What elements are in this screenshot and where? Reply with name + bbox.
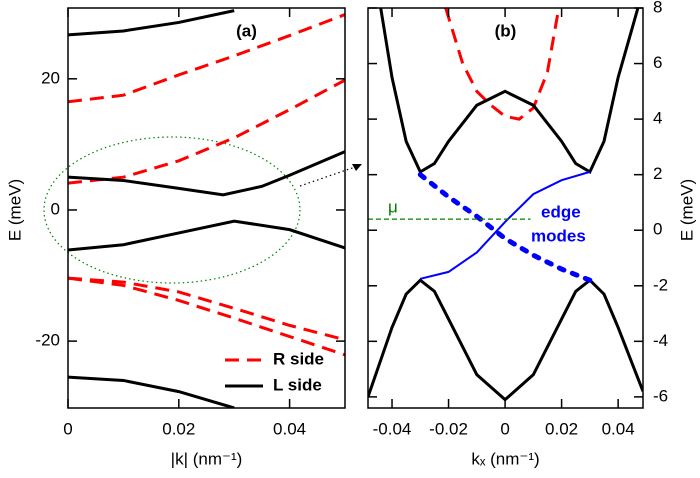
- x-tick-label: 0.04: [602, 419, 635, 438]
- y-axis-label: E (meV): [5, 179, 24, 241]
- y-tick-label: -4: [653, 331, 668, 350]
- highlight-ellipse: [43, 136, 301, 284]
- x-axis-label: kₓ (nm⁻¹): [471, 449, 539, 468]
- panel-label: (a): [236, 21, 257, 40]
- legend-label: R side: [273, 349, 324, 368]
- y-tick-label: 2: [653, 164, 662, 183]
- data-line: [368, 278, 643, 402]
- data-line: [68, 375, 235, 408]
- annotation: modes: [531, 226, 586, 245]
- x-tick-label: 0: [63, 419, 72, 438]
- legend-label: L side: [273, 375, 322, 394]
- data-line: [68, 219, 345, 252]
- data-line: [379, 8, 640, 175]
- x-tick-label: 0.02: [545, 419, 578, 438]
- y-tick-label: 6: [653, 53, 662, 72]
- plot-frame: [367, 7, 644, 409]
- data-line: [68, 276, 345, 342]
- arrow-head: [352, 164, 362, 171]
- x-tick-label: -0.04: [373, 419, 412, 438]
- annotation: edge: [541, 202, 581, 221]
- plot-frame: [67, 7, 346, 409]
- y-tick-label: 4: [653, 109, 662, 128]
- zoom-arrow: [299, 165, 359, 187]
- y-tick-label: -6: [653, 386, 668, 405]
- data-line: [68, 276, 345, 357]
- data-line: [420, 170, 591, 280]
- x-tick-label: -0.02: [429, 419, 468, 438]
- data-line: [68, 13, 345, 104]
- y-tick-label: 20: [41, 68, 60, 87]
- x-tick-label: 0.04: [273, 419, 306, 438]
- y-tick-label: 8: [653, 0, 662, 16]
- y-tick-label: -20: [35, 331, 60, 350]
- x-tick-label: 0.02: [162, 419, 195, 438]
- data-line: [417, 172, 593, 283]
- x-axis-label: |k| (nm⁻¹): [171, 449, 243, 468]
- data-line: [68, 78, 345, 185]
- y-tick-label: -2: [653, 275, 668, 294]
- panel-label: (b): [495, 21, 517, 40]
- data-line: [68, 150, 345, 197]
- data-line: [444, 8, 561, 121]
- annotation: μ: [388, 197, 398, 216]
- x-tick-label: 0: [500, 419, 509, 438]
- y-axis-label: E (meV): [677, 179, 696, 241]
- data-line: [68, 9, 235, 37]
- y-tick-label: 0: [653, 220, 662, 239]
- y-tick-label: 0: [51, 199, 60, 218]
